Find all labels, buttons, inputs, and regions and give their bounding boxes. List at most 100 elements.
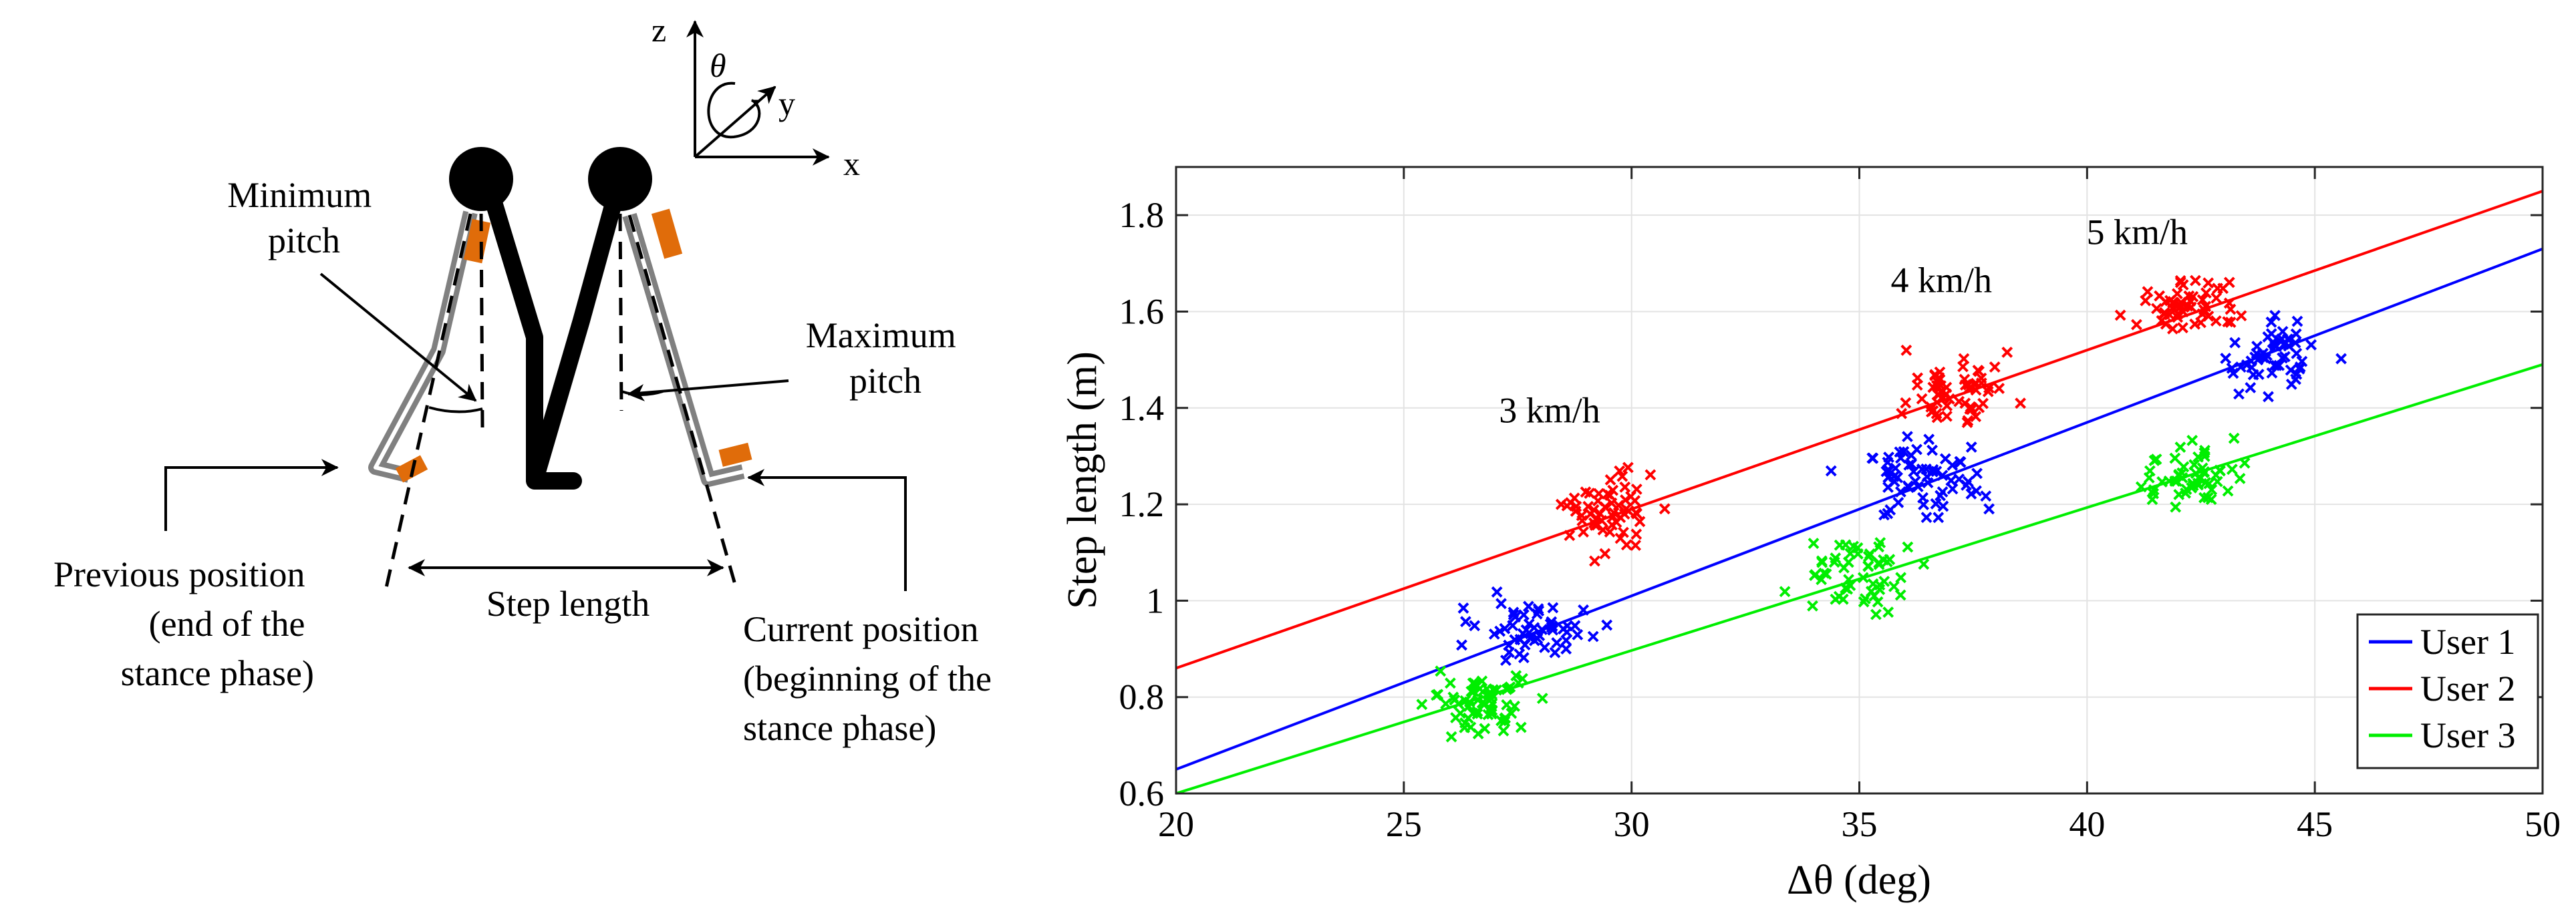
data-point	[2210, 292, 2223, 304]
data-point	[1911, 443, 1922, 456]
data-point	[1533, 605, 1545, 617]
data-point	[1510, 611, 1521, 623]
data-point	[1576, 510, 1588, 522]
data-point	[1457, 602, 1469, 614]
data-point	[2015, 397, 2027, 409]
data-point	[2223, 277, 2235, 289]
y-axis-label: Step length (m)	[1060, 351, 1105, 609]
series-user-1	[1175, 247, 2543, 771]
data-point	[1894, 589, 1906, 601]
data-point	[2167, 323, 2178, 335]
minimum-pitch-arrow	[319, 272, 477, 402]
data-point	[1476, 675, 1488, 687]
data-point	[1488, 628, 1500, 640]
minimum-pitch-arc	[428, 406, 483, 413]
data-point	[2235, 310, 2247, 322]
right-body-leg	[526, 195, 622, 490]
data-point	[1842, 556, 1854, 568]
data-point	[2202, 277, 2214, 289]
data-point	[2305, 339, 2317, 351]
data-point	[1883, 451, 1894, 463]
data-point	[1844, 548, 1856, 560]
data-point	[1432, 689, 1444, 701]
step-length-label: Step length	[486, 584, 650, 624]
data-point	[1616, 470, 1628, 482]
data-point	[1830, 552, 1842, 564]
previous-position-arrow	[164, 459, 339, 531]
data-point	[1902, 431, 1913, 443]
data-point	[1486, 697, 1498, 709]
current-grey-leg	[622, 212, 745, 487]
y-tick-label: 1.8	[1119, 195, 1165, 235]
data-point	[1941, 400, 1953, 411]
data-point	[1807, 600, 1818, 612]
left-vertical-reference	[479, 213, 484, 428]
data-point	[1572, 628, 1584, 641]
data-point	[1620, 494, 1631, 506]
data-point	[1565, 497, 1576, 509]
data-point	[1833, 590, 1845, 602]
data-point	[1816, 574, 1828, 586]
data-point	[1659, 503, 1671, 515]
right-hip-sensor	[651, 208, 683, 259]
previous-position-line-3: stance phase)	[121, 653, 314, 693]
data-point	[1825, 465, 1837, 477]
body-legs	[449, 147, 652, 490]
data-point	[2171, 288, 2183, 300]
data-point	[1507, 620, 1519, 632]
data-point	[1630, 484, 1642, 495]
data-point	[1459, 722, 1471, 733]
previous-position-line-1: Previous position	[53, 554, 305, 594]
data-point	[2169, 452, 2181, 464]
data-point	[1622, 462, 1634, 474]
data-point	[2285, 378, 2297, 390]
current-position-line-1: Current position	[743, 609, 978, 649]
data-point	[1941, 410, 1953, 422]
data-point	[1921, 471, 1933, 483]
data-point	[1900, 345, 1912, 356]
left-hip-sensor	[463, 218, 491, 264]
data-point	[1518, 609, 1530, 620]
data-point	[1818, 567, 1830, 579]
data-point	[2174, 275, 2186, 287]
reference-lines	[384, 213, 737, 588]
data-point	[1606, 519, 1618, 531]
data-point	[1479, 723, 1491, 735]
data-point	[2228, 432, 2240, 444]
data-point	[1587, 630, 1599, 643]
data-point	[2335, 353, 2347, 365]
data-point	[1962, 415, 1974, 427]
series-user-2	[1175, 190, 2543, 670]
y-tick-label: 0.6	[1119, 773, 1165, 813]
current-position-line-2: (beginning of the	[743, 659, 992, 699]
maximum-pitch-label: Maximum pitch	[806, 315, 966, 401]
data-point	[2200, 287, 2212, 299]
data-point	[1497, 725, 1510, 737]
data-point	[1862, 560, 1874, 572]
maximum-pitch-line-2: pitch	[849, 361, 921, 401]
data-point	[1580, 486, 1592, 498]
data-point	[1930, 466, 1943, 478]
data-point	[1499, 715, 1511, 727]
data-point	[1471, 708, 1483, 720]
data-point	[1558, 623, 1569, 635]
data-point	[1465, 685, 1477, 697]
data-point	[1495, 598, 1507, 610]
data-point	[1902, 541, 1914, 553]
data-point	[1963, 476, 1974, 488]
data-point	[2253, 369, 2265, 380]
data-point	[2269, 309, 2281, 321]
data-point	[2265, 328, 2277, 340]
data-point	[1864, 548, 1876, 560]
data-point	[2142, 286, 2154, 298]
data-point	[1898, 445, 1910, 458]
data-point	[1958, 353, 1970, 365]
data-point	[1597, 524, 1609, 536]
data-point	[2226, 464, 2238, 476]
data-point	[2291, 368, 2303, 380]
speed-annotation: 3 km/h	[1499, 390, 1600, 430]
y-tick-label: 1	[1146, 580, 1164, 620]
data-point	[1923, 433, 1935, 445]
data-point	[1945, 475, 1957, 486]
